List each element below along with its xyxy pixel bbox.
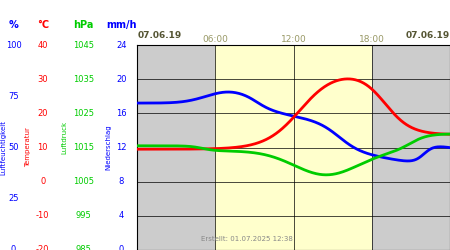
Text: 8: 8: [119, 177, 124, 186]
Text: 30: 30: [37, 75, 48, 84]
Text: 07.06.19: 07.06.19: [406, 31, 450, 40]
Text: 40: 40: [37, 40, 48, 50]
Text: 20: 20: [116, 75, 127, 84]
Text: 0: 0: [11, 246, 16, 250]
Text: 1035: 1035: [73, 75, 94, 84]
Text: 1045: 1045: [73, 40, 94, 50]
Text: 0: 0: [119, 246, 124, 250]
Text: 1015: 1015: [73, 143, 94, 152]
Text: 12: 12: [116, 143, 127, 152]
Text: 100: 100: [5, 40, 22, 50]
Text: 24: 24: [116, 40, 127, 50]
Text: 985: 985: [75, 246, 91, 250]
Text: 50: 50: [8, 143, 19, 152]
Text: 995: 995: [76, 211, 91, 220]
Text: 4: 4: [119, 211, 124, 220]
Bar: [216, 45, 372, 250]
Text: 0: 0: [40, 177, 45, 186]
Text: Luftdruck: Luftdruck: [61, 121, 67, 154]
Bar: [137, 45, 216, 250]
Text: 1005: 1005: [73, 177, 94, 186]
Text: 25: 25: [8, 194, 19, 203]
Text: Erstellt: 01.07.2025 12:38: Erstellt: 01.07.2025 12:38: [201, 236, 292, 242]
Text: Luftfeuchtigkeit: Luftfeuchtigkeit: [0, 120, 7, 175]
Text: hPa: hPa: [73, 20, 94, 30]
Bar: [372, 45, 450, 250]
Text: 1025: 1025: [73, 109, 94, 118]
Text: 75: 75: [8, 92, 19, 101]
Text: 10: 10: [37, 143, 48, 152]
Text: %: %: [9, 20, 18, 30]
Text: 16: 16: [116, 109, 127, 118]
Text: mm/h: mm/h: [106, 20, 137, 30]
Text: -10: -10: [36, 211, 50, 220]
Text: Temperatur: Temperatur: [25, 128, 31, 168]
Text: 07.06.19: 07.06.19: [137, 31, 181, 40]
Text: 20: 20: [37, 109, 48, 118]
Text: °C: °C: [37, 20, 49, 30]
Text: -20: -20: [36, 246, 50, 250]
Text: Niederschlag: Niederschlag: [105, 125, 111, 170]
